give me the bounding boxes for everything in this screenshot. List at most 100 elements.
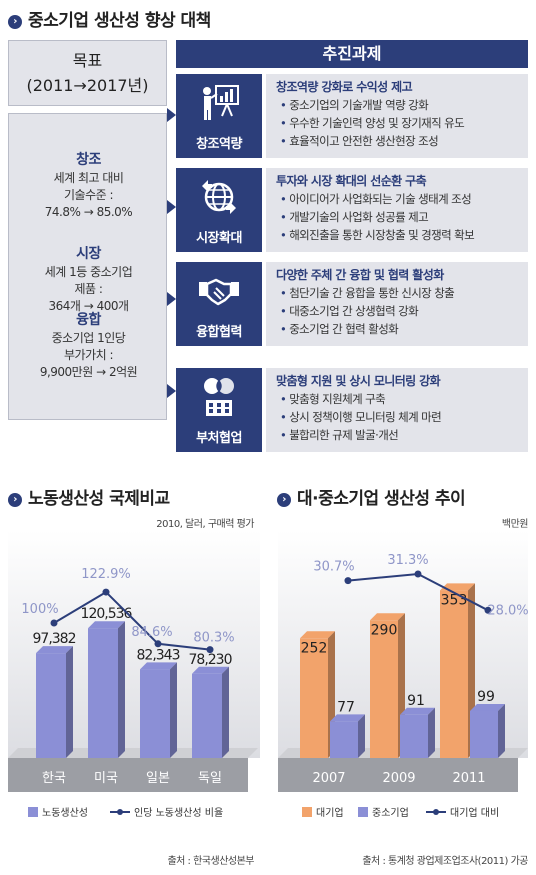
- goal-list: 창조 세계 최고 대비 기술수준 : 74.8% → 85.0% 시장 세계 1…: [8, 113, 167, 420]
- legend-marker: [117, 809, 123, 815]
- task-row: 부처협업 맞춤형 지원 및 상시 모니터링 강화 맞춤형 지원체계 구축 상시 …: [176, 368, 528, 452]
- goal-period: (2011→2017년): [26, 76, 149, 95]
- ratio-point: [102, 588, 110, 596]
- task-row: 시장확대 투자와 시장 확대의 선순환 구축 아이디어가 사업화되는 기술 생태…: [176, 168, 528, 252]
- bar-sme: [330, 721, 358, 758]
- bar-sme-side: [498, 703, 505, 758]
- ratio-point: [344, 577, 352, 585]
- chart-floor: [8, 758, 248, 792]
- task-icon-box: 창조역량: [176, 74, 262, 158]
- ratio-point: [154, 640, 162, 648]
- chart2-source: 출처 : 통계청 광업제조업조사(2011) 가공: [362, 856, 528, 867]
- task-detail: 투자와 시장 확대의 선순환 구축 아이디어가 사업화되는 기술 생태계 조성 …: [266, 168, 528, 252]
- presenter-chart-icon: [203, 85, 239, 120]
- bar-large-firm: [440, 590, 468, 758]
- bar: [36, 653, 66, 758]
- x-tick-label: 일본: [146, 771, 170, 786]
- x-tick-label: 한국: [42, 771, 66, 786]
- bar-value-label: 82,343: [137, 647, 180, 663]
- ratio-point: [414, 570, 422, 578]
- bar-sme-side: [358, 714, 365, 758]
- task-icon-box: 융합협력: [176, 262, 262, 346]
- arrow-right-icon: [167, 384, 176, 398]
- legend-swatch: [358, 807, 368, 817]
- globe-arrows-icon: [202, 180, 236, 214]
- legend-label: 대기업 대비: [450, 806, 499, 819]
- ratio-label: 80.3%: [193, 631, 234, 646]
- task-detail: 다양한 주체 간 융합 및 협력 활성화 첨단기술 간 융합을 통한 신시장 창…: [266, 262, 528, 346]
- legend-marker: [433, 809, 439, 815]
- bar-side: [170, 662, 177, 758]
- x-tick-label: 2009: [382, 771, 415, 786]
- goal-item: 창조 세계 최고 대비 기술수준 : 74.8% → 85.0%: [44, 152, 133, 219]
- legend-label: 노동생산성: [42, 807, 88, 819]
- chevron-right-icon: ›: [8, 493, 22, 507]
- goal-item: 융합 중소기업 1인당 부가가치 : 9,900만원 → 2억원: [39, 312, 138, 379]
- bar-value-label: 91: [407, 693, 425, 709]
- bar-large-firm-top: [370, 613, 405, 621]
- chart2-canvas: 252 77 2007 290 91 2009 353 99 2011 30.7% 31.3% 28.…: [278, 530, 528, 819]
- bar-value-label: 353: [441, 592, 468, 608]
- bar-sme-top: [400, 707, 435, 715]
- task-detail: 창조역량 강화로 수익성 제고 중소기업의 기술개발 역량 강화 우수한 기술인…: [266, 74, 528, 158]
- legend-label: 중소기업: [372, 806, 409, 819]
- bar-value-label: 120,536: [81, 606, 133, 622]
- bar-value-label: 78,230: [189, 652, 232, 668]
- handshake-icon: [199, 278, 239, 306]
- x-tick-label: 독일: [198, 771, 222, 786]
- ratio-label: 84.6%: [131, 625, 172, 640]
- bar-value-label: 99: [477, 689, 495, 705]
- arrow-right-icon: [167, 200, 176, 214]
- bar-side: [66, 646, 73, 758]
- ratio-line: [53, 590, 211, 651]
- x-tick-label: 2011: [452, 771, 485, 786]
- bar-value-label: 252: [301, 640, 328, 656]
- task-row: 융합협력 다양한 주체 간 융합 및 협력 활성화 첨단기술 간 융합을 통한 …: [176, 262, 528, 346]
- ratio-point: [484, 606, 492, 614]
- legend-swatch: [28, 807, 38, 817]
- chart-floor: [278, 758, 518, 792]
- bar-sme: [400, 714, 428, 758]
- chevron-right-icon: ›: [277, 493, 291, 507]
- bar-large-firm: [300, 638, 328, 758]
- bar-large-firm: [370, 620, 398, 758]
- bar-large-firm-top: [300, 631, 335, 639]
- legend-label: 대기업: [316, 806, 344, 819]
- chart1-canvas: 97,382 한국 120,536 미국 82,343 일본 78,230 독일 100% 122…: [8, 530, 260, 819]
- x-tick-label: 미국: [94, 771, 118, 786]
- bar-sme-top: [330, 714, 365, 722]
- bar-sme-top: [470, 703, 505, 711]
- task-row: 창조역량 창조역량 강화로 수익성 제고 중소기업의 기술개발 역량 강화 우수…: [176, 74, 528, 158]
- task-icon-box: 시장확대: [176, 168, 262, 252]
- ratio-label: 30.7%: [313, 560, 354, 575]
- goal-header: 목표 (2011→2017년): [8, 40, 167, 106]
- arrow-right-icon: [167, 292, 176, 306]
- legend-label: 인당 노동생산성 비율: [134, 807, 223, 819]
- bar: [140, 669, 170, 758]
- bar-side: [118, 621, 125, 758]
- ratio-label: 31.3%: [387, 553, 428, 568]
- goal-item: 시장 세계 1등 중소기업 제품 : 364개 → 400개: [44, 246, 133, 313]
- bar: [192, 673, 222, 758]
- task-icon-box: 부처협업: [176, 368, 262, 452]
- ratio-label: 100%: [21, 602, 58, 617]
- chart2-title: › 대·중소기업 생산성 추이: [277, 484, 466, 509]
- bar: [88, 628, 118, 758]
- chart1-subtitle: 2010, 달러, 구매력 평가: [156, 519, 254, 530]
- ratio-point: [50, 619, 58, 627]
- x-tick-label: 2007: [312, 771, 345, 786]
- bar-value-label: 97,382: [33, 631, 76, 647]
- building-people-icon: [204, 378, 234, 416]
- bar-value-label: 290: [371, 622, 398, 638]
- chart1-source: 출처 : 한국생산성본부: [167, 856, 254, 867]
- bar-top: [192, 666, 229, 674]
- chart1-title: › 노동생산성 국제비교: [8, 484, 170, 509]
- page-title: › 중소기업 생산성 향상 대책: [8, 6, 211, 31]
- tasks-title: 추진과제: [176, 40, 528, 68]
- bar-sme-side: [428, 707, 435, 758]
- goal-title: 목표: [72, 51, 103, 70]
- bar-top: [36, 646, 73, 654]
- bar-large-firm-top: [440, 583, 475, 591]
- bar-top: [140, 662, 177, 670]
- legend-swatch: [302, 807, 312, 817]
